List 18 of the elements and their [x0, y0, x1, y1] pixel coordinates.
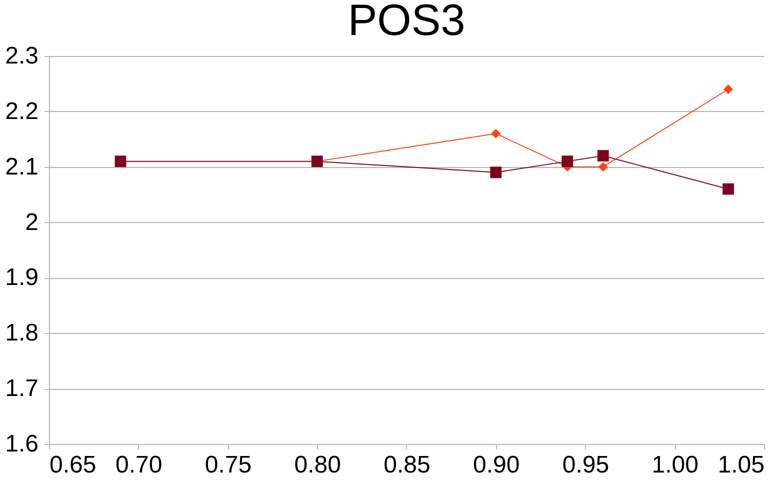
y-tick-label: 1.6 — [5, 430, 38, 458]
x-tick-label: 1.00 — [652, 452, 698, 478]
chart-title: POS3 — [348, 0, 466, 45]
y-tick-label: 2 — [25, 208, 38, 236]
x-tick-label: 0.65 — [50, 452, 96, 478]
y-tick-label: 2.3 — [5, 42, 38, 70]
y-tick-label: 1.9 — [5, 264, 38, 292]
y-tick-label: 1.8 — [5, 320, 38, 347]
y-tick-label: 2.2 — [5, 98, 38, 125]
y-tick-label: 2.1 — [5, 153, 38, 180]
x-tick-label: 0.75 — [204, 452, 252, 478]
x-tick-label: 0.70 — [116, 452, 162, 478]
x-tick-label: 0.80 — [294, 452, 341, 478]
x-tick-label: 0.90 — [473, 452, 520, 478]
y-tick-label: 1.7 — [5, 375, 38, 402]
x-tick-label: 0.95 — [562, 452, 610, 478]
x-tick-label: 0.85 — [384, 452, 430, 478]
x-tick-label: 1.05 — [718, 452, 764, 478]
